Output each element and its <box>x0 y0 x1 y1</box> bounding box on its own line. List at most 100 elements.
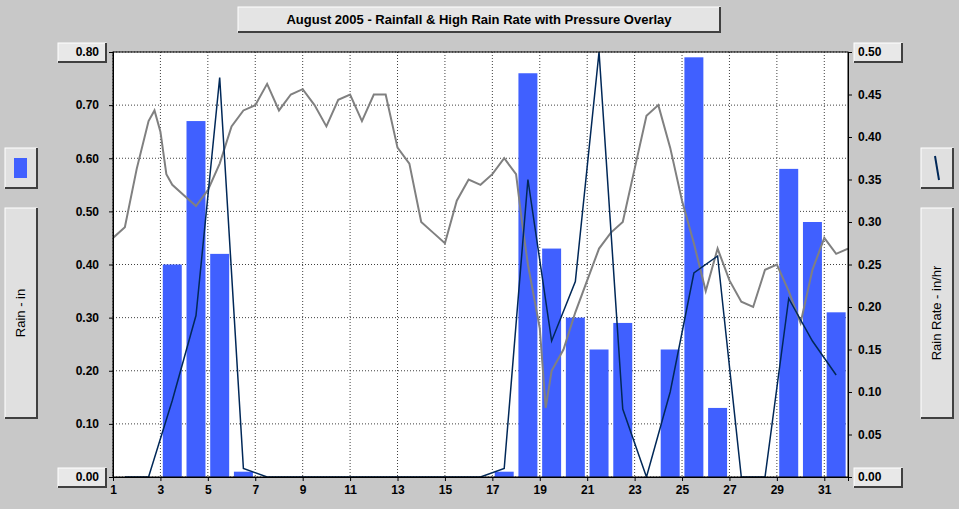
plot-area <box>113 52 848 477</box>
tick-label: 1 <box>110 483 117 497</box>
bar <box>827 312 846 477</box>
grid-line-x <box>682 52 683 477</box>
tick-box <box>854 43 902 62</box>
tick-label: 31 <box>818 483 832 497</box>
axis-line <box>849 53 853 478</box>
tick-mark <box>848 137 852 138</box>
tick-mark <box>109 211 113 212</box>
y2-axis: 0.000.050.100.150.200.250.300.350.400.45… <box>848 45 882 484</box>
tick: 27 <box>723 477 737 497</box>
tick-label: 0.00 <box>858 470 882 484</box>
legend-swatch <box>14 158 27 178</box>
tick: 11 <box>344 477 357 497</box>
y2-title-box-shadow <box>921 208 953 418</box>
tick-label: 11 <box>344 483 357 497</box>
bar <box>495 472 514 477</box>
bar <box>210 254 229 477</box>
tick-label: 0.80 <box>76 45 100 59</box>
background <box>0 0 959 509</box>
tick-label: 0.45 <box>858 88 882 102</box>
tick: 0.10 <box>848 385 882 399</box>
tick: 23 <box>628 477 642 497</box>
tick-mark <box>303 477 304 481</box>
tick-label: 0.40 <box>76 258 100 272</box>
marks <box>113 52 848 477</box>
tick: 25 <box>676 477 690 497</box>
bar <box>518 73 537 477</box>
tick: 3 <box>158 477 165 497</box>
axis-line <box>109 53 114 478</box>
tick-mark <box>848 307 852 308</box>
bar <box>590 350 609 478</box>
tick: 0.50 <box>848 45 882 59</box>
tick-mark <box>109 52 113 53</box>
tick: 0.35 <box>848 173 882 187</box>
tick: 0.40 <box>76 258 113 272</box>
grid-line-x <box>824 52 825 477</box>
tick-box-face <box>854 468 902 487</box>
bar <box>234 472 253 477</box>
tick-mark <box>777 477 778 481</box>
grid-line-x <box>255 52 256 477</box>
grid-line-x <box>397 52 398 477</box>
tick-label: 0.15 <box>858 343 882 357</box>
tick: 17 <box>486 477 500 497</box>
tick: 31 <box>818 477 832 497</box>
legend-icon-box <box>921 148 953 188</box>
bar <box>163 265 182 478</box>
grid-line-y <box>113 211 848 212</box>
tick-mark <box>109 318 113 319</box>
tick-label: 0.30 <box>858 215 882 229</box>
tick-label: 21 <box>581 483 595 497</box>
bar <box>542 249 561 477</box>
tick-mark <box>350 477 351 481</box>
tick: 13 <box>391 477 405 497</box>
grid-line-x <box>207 52 208 477</box>
tick-label: 0.25 <box>858 258 882 272</box>
tick: 15 <box>439 477 453 497</box>
tick-mark <box>848 180 852 181</box>
tick-mark <box>587 477 588 481</box>
grid-line-x <box>587 52 588 477</box>
y-axis: 0.000.100.200.300.400.500.600.700.80 <box>76 45 114 484</box>
tick-label: 3 <box>158 483 165 497</box>
grid-line-x <box>302 52 303 477</box>
tick-label: 0.00 <box>76 470 100 484</box>
legend-line <box>935 156 939 180</box>
tick: 21 <box>581 477 595 497</box>
tick-mark <box>113 477 114 481</box>
grid-line-x <box>492 52 493 477</box>
tick-label: 17 <box>486 483 500 497</box>
tick: 0.30 <box>848 215 882 229</box>
tick: 9 <box>300 477 307 497</box>
tick: 29 <box>771 477 785 497</box>
tick-label: 19 <box>534 483 548 497</box>
grid-line-x <box>160 52 161 477</box>
y2-title-box <box>921 208 953 418</box>
bar <box>708 408 727 477</box>
tick: 5 <box>205 477 212 497</box>
y-axis-title: Rain - in <box>13 289 28 337</box>
tick-box <box>58 43 106 62</box>
tick-label: 0.30 <box>76 311 100 325</box>
tick-label: 9 <box>300 483 307 497</box>
tick-mark <box>255 477 256 481</box>
tick-label: 7 <box>252 483 259 497</box>
tick-mark <box>682 477 683 481</box>
tick-mark <box>109 424 113 425</box>
tick-mark <box>729 477 730 481</box>
tick-label: 0.50 <box>76 205 100 219</box>
tick-label: 0.60 <box>76 152 100 166</box>
tick: 0.00 <box>76 470 113 484</box>
tick-label: 25 <box>676 483 690 497</box>
bar <box>779 169 798 477</box>
tick: 7 <box>252 477 259 497</box>
tick: 0.70 <box>76 98 113 112</box>
tick: 19 <box>534 477 548 497</box>
grid-line-x <box>634 52 635 477</box>
tick-label: 0.20 <box>858 300 882 314</box>
grid <box>113 52 848 477</box>
grid-line-y <box>113 158 848 159</box>
tick-box-face <box>854 43 902 62</box>
tick-label: 13 <box>391 483 405 497</box>
